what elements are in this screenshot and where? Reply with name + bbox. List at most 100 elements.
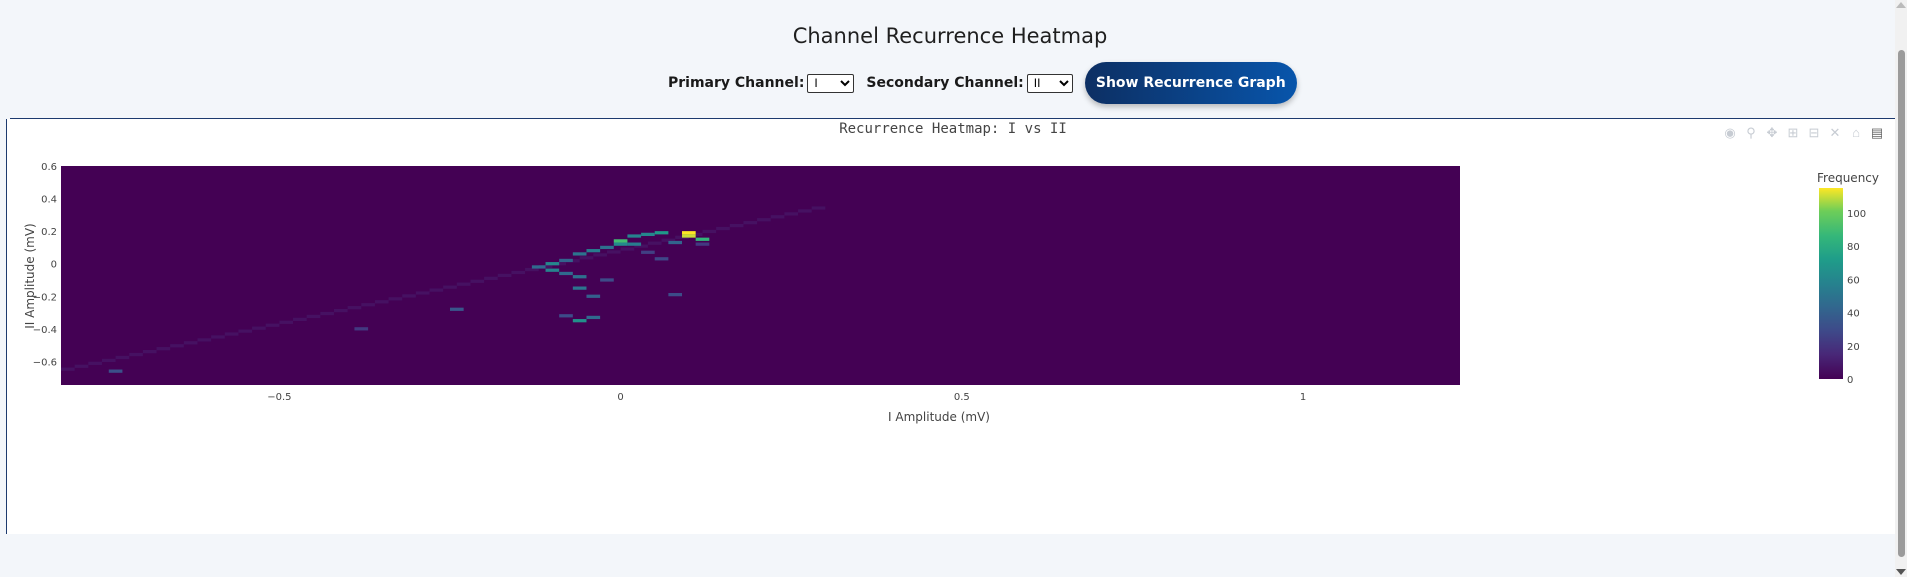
x-tick-label: 1 xyxy=(1300,392,1306,403)
scroll-up-arrow-icon[interactable] xyxy=(1896,2,1906,8)
heatmap-cell xyxy=(456,282,471,286)
heatmap-cell xyxy=(613,242,628,246)
heatmap-cell xyxy=(170,344,184,348)
show-recurrence-graph-button[interactable]: Show Recurrence Graph xyxy=(1084,62,1297,104)
heatmap-cell xyxy=(238,329,253,333)
y-axis-ticks: 0.6 0.4 0.2 0 −0.2 −0.4 −0.6 xyxy=(33,162,57,368)
page-title: Channel Recurrence Heatmap xyxy=(792,24,1108,48)
heatmap-cell xyxy=(484,276,498,280)
secondary-channel-select[interactable]: II xyxy=(1026,73,1073,93)
pan-icon[interactable]: ✥ xyxy=(1766,125,1778,140)
heatmap-cell xyxy=(279,320,294,324)
heatmap-cell xyxy=(606,250,621,254)
chart-title: Recurrence Heatmap: I vs II xyxy=(839,121,1067,137)
heatmap-cell xyxy=(252,326,266,330)
heatmap-cell xyxy=(572,319,587,323)
heatmap-cell xyxy=(129,352,143,357)
heatmap-cell xyxy=(729,223,744,228)
heatmap-cell xyxy=(545,268,560,272)
heatmap-background xyxy=(61,166,1460,385)
heatmap-cell xyxy=(88,361,102,365)
heatmap-cell xyxy=(402,294,416,298)
heatmap-cell xyxy=(559,258,573,263)
plot-modebar: ◉ ⚲ ✥ ⊞ ⊟ ✕ ⌂ ▤ xyxy=(1723,125,1884,141)
heatmap-cell xyxy=(682,231,696,235)
heatmap-cell xyxy=(654,231,669,235)
x-tick-label: −0.5 xyxy=(267,392,291,403)
heatmap-cell xyxy=(743,221,758,225)
heatmap-cell xyxy=(559,314,573,318)
heatmap-cell xyxy=(115,355,130,360)
zoom-icon[interactable]: ⚲ xyxy=(1746,125,1756,140)
heatmap-cell xyxy=(74,364,89,368)
heatmap-cell xyxy=(265,323,280,327)
heatmap-cell xyxy=(593,253,607,257)
colorbar-tick-label: 100 xyxy=(1847,209,1866,220)
heatmap-cell xyxy=(695,237,710,241)
colorbar-tick-label: 40 xyxy=(1847,309,1860,320)
heatmap-area xyxy=(61,166,1460,385)
heatmap-cell xyxy=(668,240,683,245)
scroll-down-arrow-icon[interactable] xyxy=(1896,569,1906,575)
heatmap-cell xyxy=(770,215,785,219)
heatmap-cell xyxy=(415,291,430,295)
autoscale-icon[interactable]: ✕ xyxy=(1829,125,1841,140)
heatmap-cell xyxy=(716,226,730,231)
heatmap-cell xyxy=(634,244,648,248)
heatmap-cell xyxy=(682,234,696,238)
section-divider xyxy=(10,118,1895,119)
heatmap-cell xyxy=(784,212,799,216)
zoom-out-icon[interactable]: ⊟ xyxy=(1808,125,1820,140)
x-axis-label: I Amplitude (mV) xyxy=(888,410,990,424)
primary-channel-label: Primary Channel: xyxy=(668,75,805,91)
heatmap-cell xyxy=(108,369,123,373)
heatmap-cell xyxy=(429,288,444,292)
colorbar-tick-label: 0 xyxy=(1847,375,1853,386)
colorbar-ticks: 0 20 40 60 80 100 xyxy=(1847,209,1866,386)
heatmap-cell xyxy=(600,245,614,250)
primary-channel-select[interactable]: I xyxy=(807,73,855,93)
heatmap-cell xyxy=(497,273,512,278)
heatmap-cell xyxy=(572,275,587,279)
secondary-channel-label: Secondary Channel: xyxy=(866,75,1024,91)
heatmap-cell xyxy=(668,293,683,297)
scroll-thumb[interactable] xyxy=(1898,50,1905,557)
heatmap-cell xyxy=(374,300,389,304)
x-axis-ticks: −0.5 0 0.5 1 xyxy=(267,392,1306,403)
y-tick-label: −0.2 xyxy=(33,292,57,303)
heatmap-cell xyxy=(306,314,321,319)
page-scrollbar[interactable] xyxy=(1895,0,1907,577)
heatmap-chart: Recurrence Heatmap: I vs II −0.5 0 0.5 1 0.… xyxy=(23,121,1879,424)
heatmap-cell xyxy=(156,347,171,351)
heatmap-cell xyxy=(600,278,614,282)
heatmap-cell xyxy=(702,229,717,234)
heatmap-cell xyxy=(142,349,157,354)
y-axis-label: II Amplitude (mV) xyxy=(23,223,37,328)
y-tick-label: 0.2 xyxy=(41,227,57,238)
y-tick-label: 0 xyxy=(51,260,57,271)
heatmap-cell xyxy=(586,249,601,253)
heatmap-cell xyxy=(320,311,334,316)
colorbar-tick-label: 20 xyxy=(1847,342,1860,353)
plotly-logo-icon[interactable]: ▤ xyxy=(1870,125,1884,140)
heatmap-cell xyxy=(572,286,587,290)
heatmap-cell xyxy=(545,262,560,266)
heatmap-cell xyxy=(586,294,601,298)
reset-axes-icon[interactable]: ⌂ xyxy=(1852,125,1860,140)
heatmap-cell xyxy=(470,279,485,283)
heatmap-cell xyxy=(572,252,587,256)
heatmap-cells xyxy=(61,206,826,373)
x-tick-label: 0.5 xyxy=(954,392,970,403)
heatmap-cell xyxy=(811,206,826,210)
camera-icon[interactable]: ◉ xyxy=(1724,125,1736,140)
y-tick-label: 0.6 xyxy=(41,162,57,173)
heatmap-cell xyxy=(388,297,403,301)
plot-panel: ◉ ⚲ ✥ ⊞ ⊟ ✕ ⌂ ▤ Recurrence Heatmap: I vs… xyxy=(6,119,1896,534)
zoom-in-icon[interactable]: ⊞ xyxy=(1787,125,1799,140)
heatmap-cell xyxy=(757,218,771,222)
heatmap-cell xyxy=(449,307,464,311)
channel-controls: Primary Channel: I Secondary Channel: II… xyxy=(668,62,1297,104)
heatmap-cell xyxy=(613,239,628,243)
heatmap-cell xyxy=(531,265,546,269)
colorbar-tick-label: 80 xyxy=(1847,242,1860,253)
